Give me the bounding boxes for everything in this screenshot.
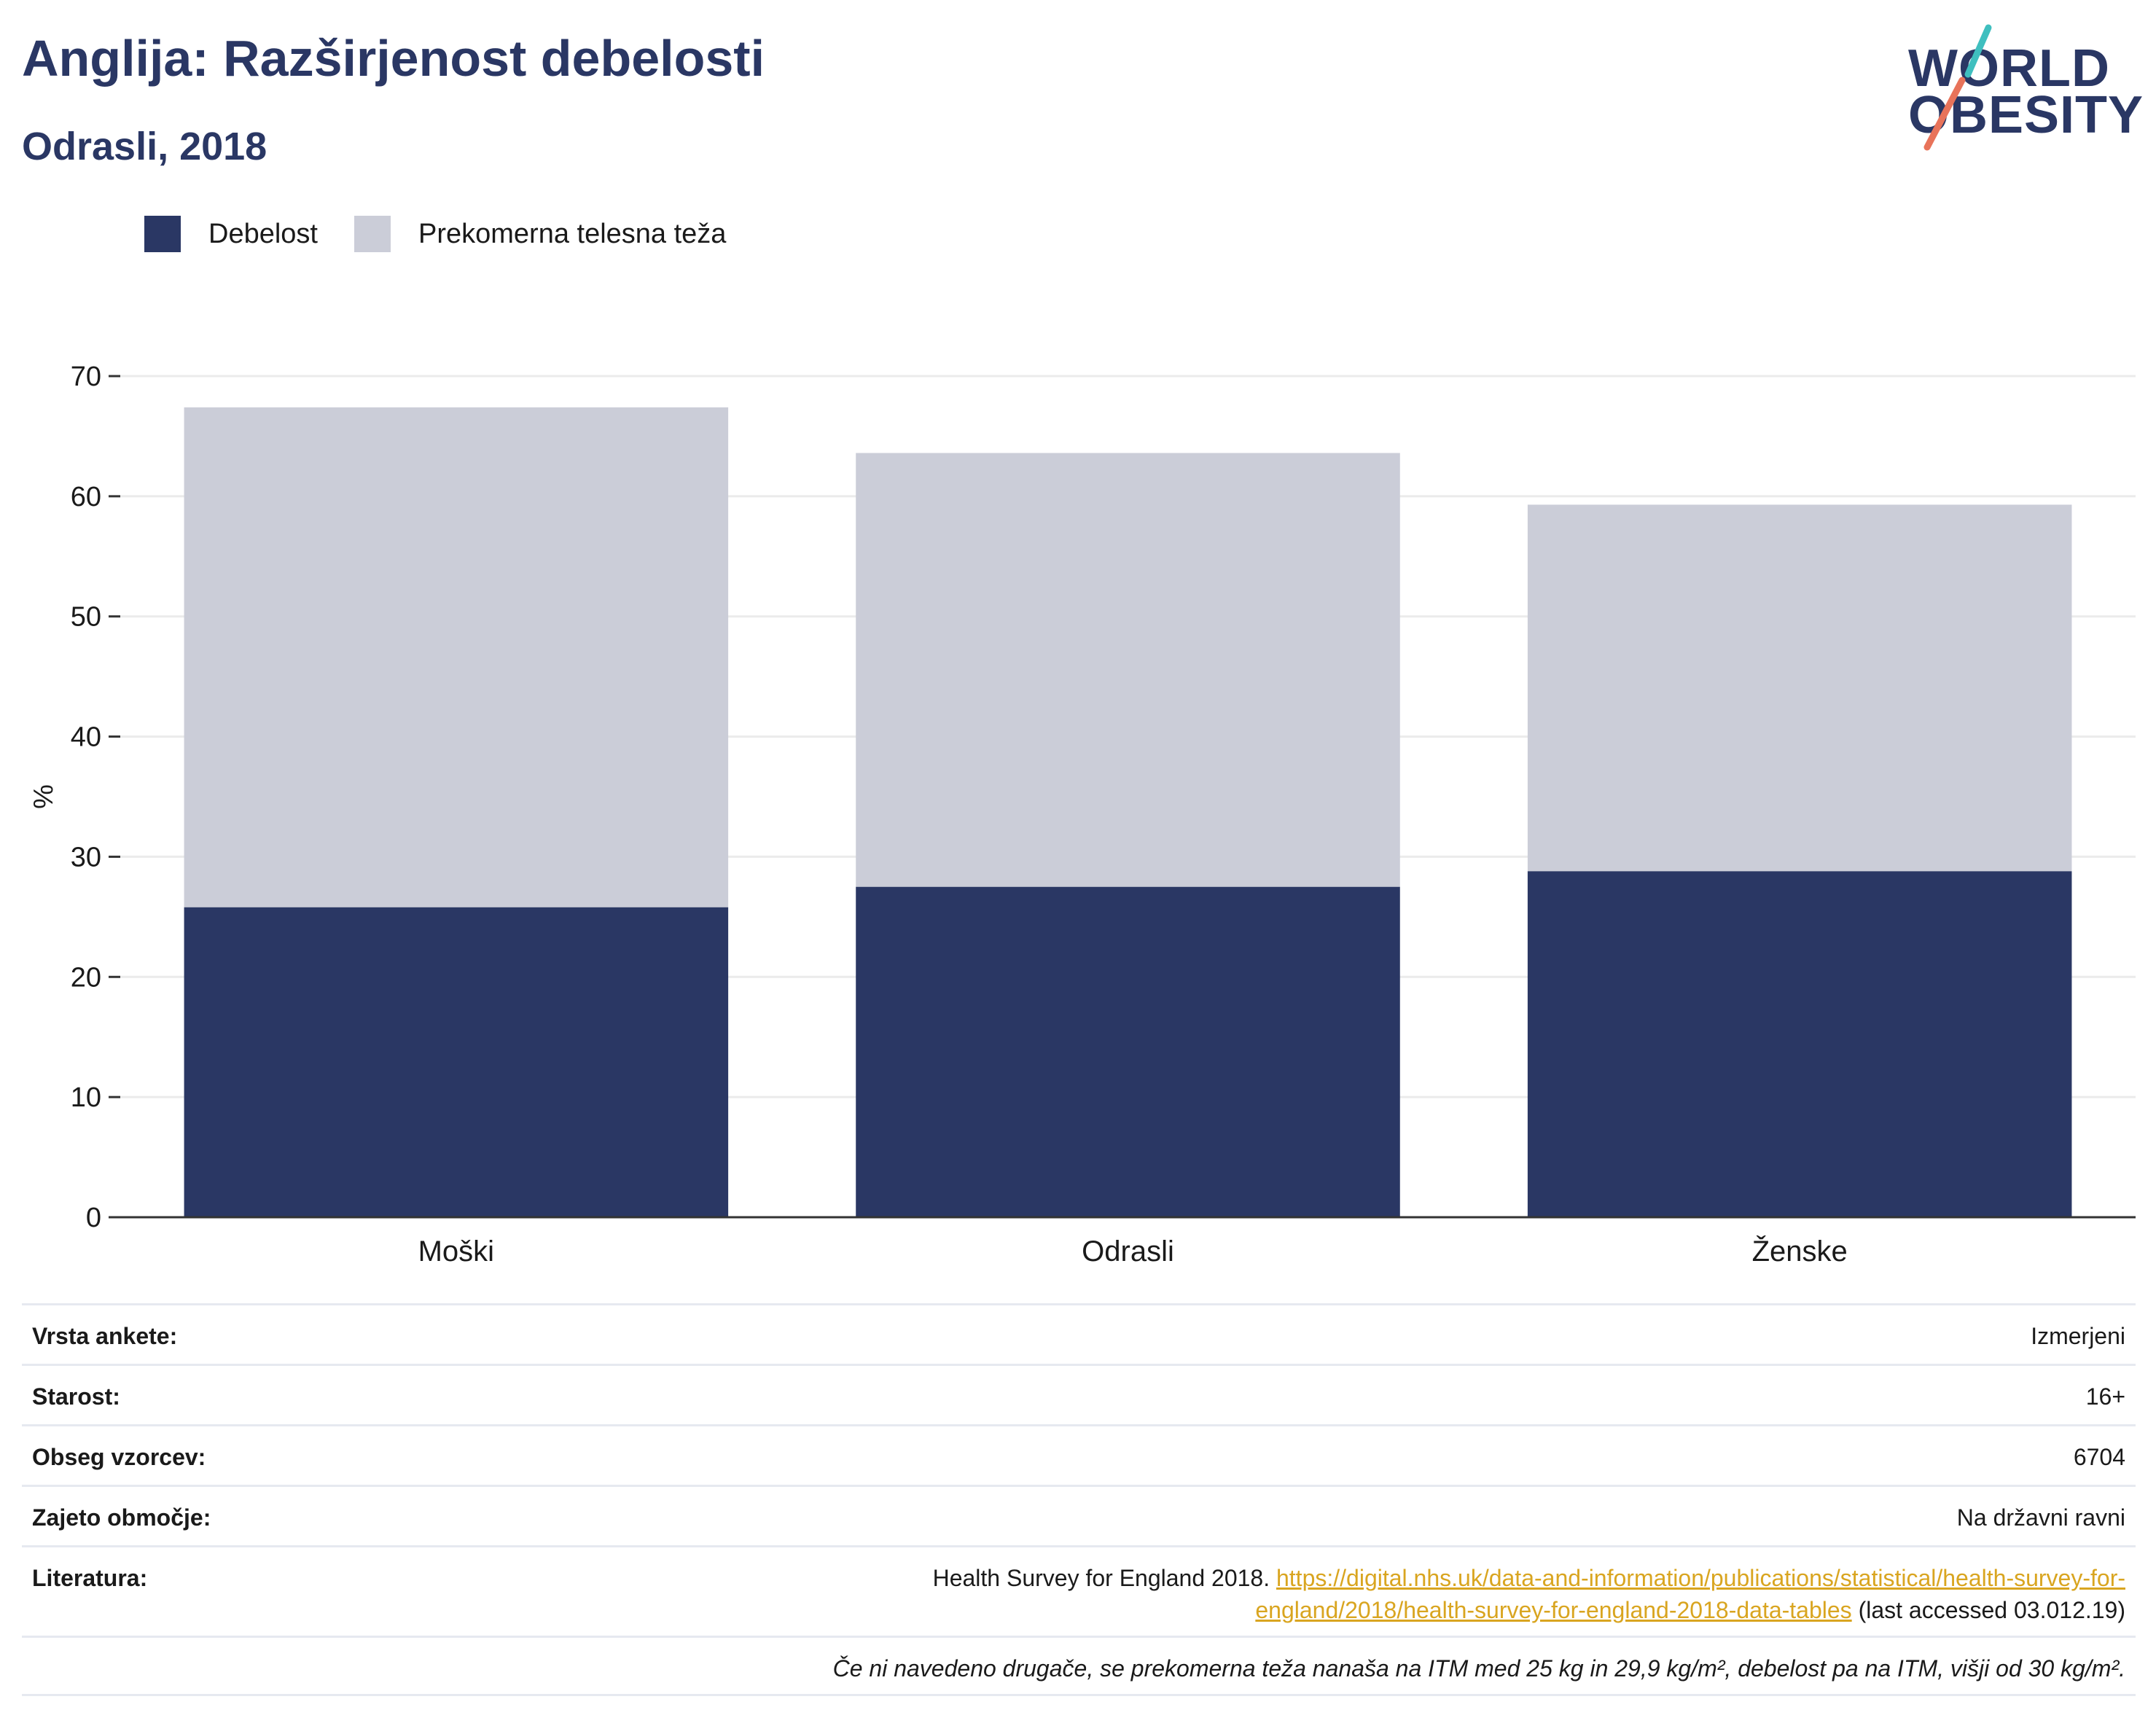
world-obesity-logo: WORLD OBESITY [1895, 15, 2143, 160]
x-category-label: Ženske [1752, 1235, 1848, 1268]
legend-label-obesity: Debelost [208, 218, 318, 249]
info-value: Izmerjeni [2031, 1323, 2125, 1349]
legend-swatch-overweight [354, 216, 391, 252]
info-label: Obseg vzorcev: [32, 1444, 206, 1470]
info-row-survey-type: Vrsta ankete: Izmerjeni [22, 1303, 2136, 1364]
bar-overweight [856, 453, 1400, 887]
legend-item-obesity: Debelost [144, 216, 318, 252]
info-row-sample: Obseg vzorcev: 6704 [22, 1424, 2136, 1485]
y-tick-label: 50 [71, 602, 101, 633]
bar-obesity [856, 886, 1400, 1217]
info-value: 16+ [2085, 1383, 2125, 1410]
literature-text: Health Survey for England 2018. [932, 1565, 1276, 1591]
y-tick-label: 60 [71, 482, 101, 512]
bar-chart: 0 10 20 30 40 50 60 70% Moški Odrasli Ženske [28, 362, 2136, 1268]
info-value: Na državni ravni [1956, 1504, 2125, 1531]
definition-note: Če ni navedeno drugače, se prekomerna te… [832, 1655, 2125, 1682]
info-label: Literatura: [32, 1565, 148, 1591]
y-tick-label: 70 [71, 362, 101, 392]
legend-label-overweight: Prekomerna telesna teža [418, 218, 727, 249]
chart-subtitle: Odrasli, 2018 [22, 125, 267, 168]
legend-item-overweight: Prekomerna telesna teža [354, 216, 726, 252]
chart-legend: Debelost Prekomerna telesna teža [144, 216, 762, 252]
y-tick-label: 10 [71, 1082, 101, 1113]
literature-reference: Health Survey for England 2018. https://… [933, 1547, 2125, 1626]
logo-slash-icon [1923, 24, 1992, 151]
legend-swatch-obesity [144, 216, 181, 252]
y-tick-label: 40 [71, 722, 101, 753]
literature-link-line-1[interactable]: https://digital.nhs.uk/data-and-informat… [1276, 1565, 2125, 1591]
literature-link-line-2[interactable]: england/2018/health-survey-for-england-2… [1255, 1597, 1852, 1623]
bar-overweight [184, 407, 729, 907]
info-value: 6704 [2073, 1444, 2125, 1470]
x-category-label: Moški [418, 1235, 494, 1268]
y-tick-label: 30 [71, 842, 101, 872]
info-row-note: Če ni navedeno drugače, se prekomerna te… [22, 1636, 2136, 1696]
literature-accessed-text: (last accessed 03.012.19) [1851, 1597, 2125, 1623]
bar-obesity [1527, 871, 2072, 1217]
x-category-label: Odrasli [1082, 1235, 1174, 1268]
bar-overweight [1527, 504, 2072, 872]
info-row-age: Starost: 16+ [22, 1364, 2136, 1424]
info-label: Zajeto območje: [32, 1504, 211, 1531]
y-tick-label: 20 [71, 962, 101, 993]
y-axis-label: % [28, 784, 59, 809]
info-table: Vrsta ankete: Izmerjeni Starost: 16+ Obs… [22, 1303, 2136, 1696]
info-label: Vrsta ankete: [32, 1323, 178, 1349]
logo-line-1: WORLD [1908, 39, 2110, 98]
chart-title: Anglija: Razširjenost debelosti [22, 30, 765, 87]
y-tick-label: 0 [86, 1203, 101, 1233]
info-row-coverage: Zajeto območje: Na državni ravni [22, 1485, 2136, 1545]
bar-obesity [184, 907, 729, 1217]
info-label: Starost: [32, 1383, 120, 1410]
info-row-literature: Literatura: Health Survey for England 20… [22, 1545, 2136, 1636]
